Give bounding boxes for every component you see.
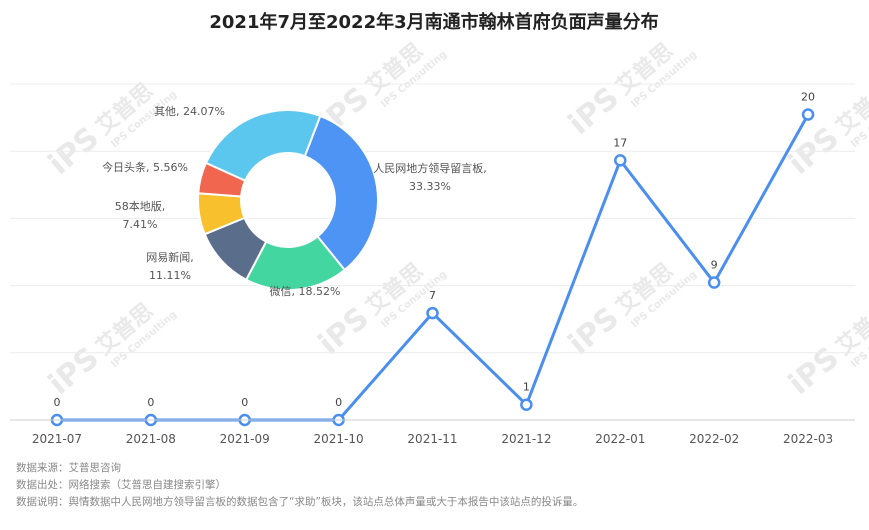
slice-label-line: 11.11% (149, 269, 191, 282)
watermark-logo: iPS (562, 80, 626, 141)
slice-label-line: 33.33% (409, 180, 451, 193)
chart-title: 2021年7月至2022年3月南通市翰林首府负面声量分布 (209, 11, 658, 33)
data-point (707, 276, 721, 289)
data-label: 20 (801, 91, 815, 104)
slice-label: 人民网地方领导留言板, 33.33% (373, 161, 487, 193)
donut-slice (204, 109, 322, 182)
footer-source: 数据来源：艾普思咨询 (16, 462, 121, 474)
x-tick-label: 2022-02 (689, 432, 739, 446)
slice-label-line: 微信, 18.52% (270, 284, 341, 298)
slice-label: 其他, 24.07% (154, 105, 225, 118)
x-tick-label: 2021-12 (501, 432, 551, 446)
data-point (426, 306, 439, 320)
x-tick-label: 2021-09 (220, 432, 270, 446)
slice-label-line: 网易新闻, (146, 250, 194, 264)
data-label: 1 (523, 381, 530, 394)
footer-origin: 数据出处：网络搜索（艾普思自建搜索引擎） (16, 479, 226, 491)
slice-label-line: 人民网地方领导留言板, (373, 161, 487, 175)
data-label: 17 (613, 136, 627, 149)
footer-notes: 数据来源：艾普思咨询 数据出处：网络搜索（艾普思自建搜索引擎） 数据说明：舆情数… (16, 460, 583, 511)
slice-label: 微信, 18.52% (270, 284, 341, 298)
data-point (801, 108, 815, 121)
data-label: 0 (53, 396, 60, 409)
slice-label: 58本地版, 7.41% (115, 199, 166, 231)
x-axis: 2021-07 2021-08 2021-09 2021-10 2021-11 2021-… (10, 419, 855, 446)
x-tick-label: 2022-01 (595, 432, 645, 446)
data-label: 9 (711, 259, 718, 272)
x-tick-label: 2021-08 (126, 432, 176, 446)
data-label: 0 (335, 396, 342, 409)
slice-label-line: 今日头条, 5.56% (102, 160, 188, 174)
data-point (520, 398, 533, 411)
x-tick-label: 2021-10 (314, 432, 364, 446)
slice-label: 网易新闻, 11.11% (146, 250, 194, 282)
slice-label-line: 其他, 24.07% (154, 105, 225, 118)
x-tick-label: 2021-07 (32, 432, 82, 446)
watermark-logo: iPS (782, 340, 846, 401)
x-tick-label: 2022-03 (783, 432, 833, 446)
x-tick-label: 2021-11 (407, 432, 457, 446)
donut-slice (303, 114, 379, 272)
grid-lines (10, 83, 855, 421)
data-label: 0 (147, 396, 154, 409)
slice-label-line: 58本地版, (115, 199, 166, 213)
watermark-logo: iPS (42, 340, 106, 401)
data-point (614, 154, 627, 167)
slice-label: 今日头条, 5.56% (102, 160, 188, 174)
data-label: 7 (429, 289, 436, 302)
donut-chart: 人民网地方领导留言板, 33.33% 微信, 18.52% 网易新闻, 11.11% 58… (102, 105, 487, 298)
data-label: 0 (241, 396, 248, 409)
slice-label-line: 7.41% (123, 218, 158, 231)
footer-note: 数据说明：舆情数据中人民网地方领导留言板的数据包含了“求助”板块，该站点总体声量… (16, 496, 584, 508)
